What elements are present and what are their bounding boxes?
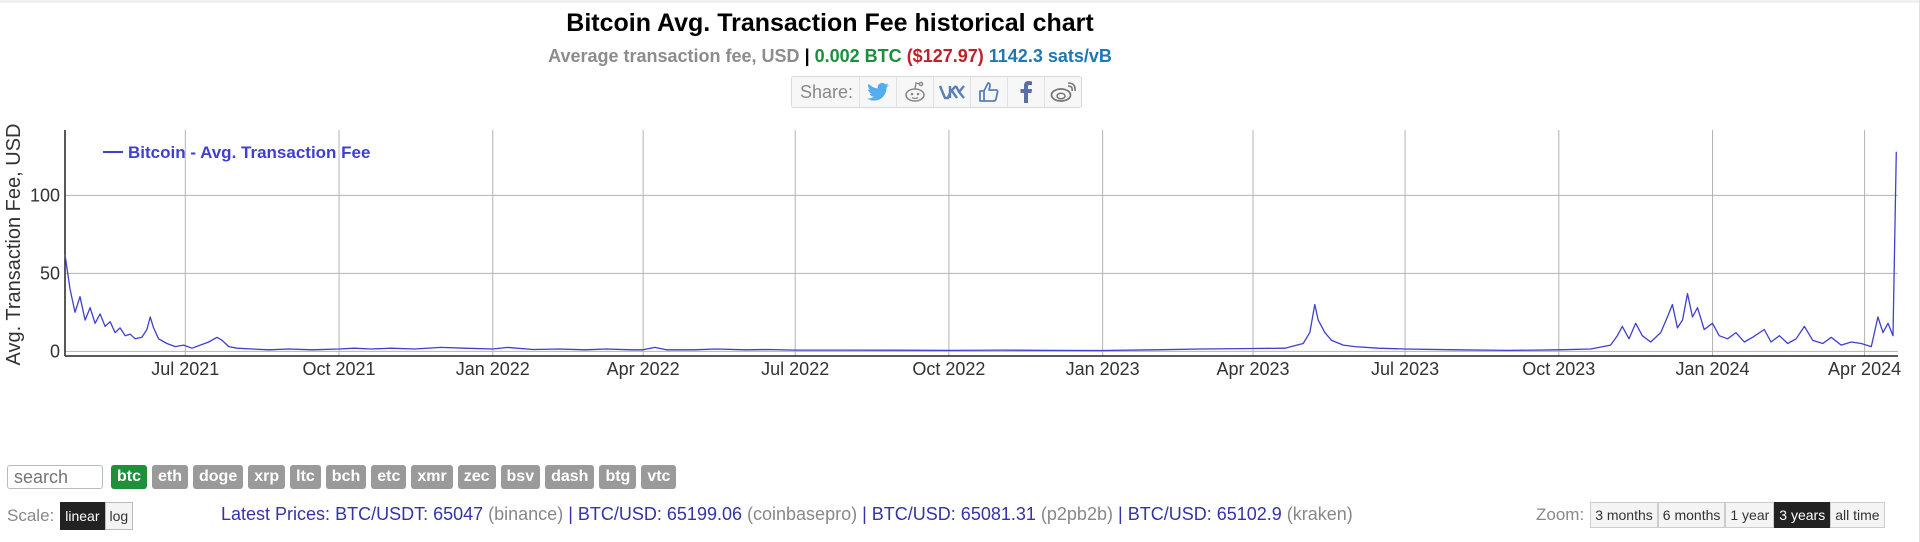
price-pair[interactable]: BTC/USD: 65199.06 [577, 504, 742, 524]
y-tick-label: 50 [40, 263, 60, 283]
zoom-6-months-button[interactable]: 6 months [1657, 502, 1726, 528]
facebook-icon[interactable] [1007, 77, 1044, 107]
fee-label: Average transaction fee, USD [548, 46, 800, 66]
like-icon[interactable] [970, 77, 1007, 107]
share-bar: Share: [791, 76, 1083, 108]
top-border [0, 0, 1920, 3]
page-title: Bitcoin Avg. Transaction Fee historical … [566, 9, 1094, 37]
price-separator: | [862, 504, 867, 524]
x-tick-label: Oct 2022 [912, 359, 985, 379]
coin-etc[interactable]: etc [371, 465, 407, 489]
fee-btc: 0.002 BTC [814, 46, 902, 66]
scale-label: Scale: [7, 506, 55, 525]
zoom-3-years-button[interactable]: 3 years [1774, 502, 1831, 528]
coin-btg[interactable]: btg [599, 465, 637, 489]
y-tick-label: 100 [30, 185, 60, 205]
coin-xmr[interactable]: xmr [411, 465, 453, 489]
share-label: Share: [800, 81, 854, 102]
series-line [64, 151, 1897, 352]
twitter-icon[interactable] [859, 77, 896, 107]
y-tick-label: 0 [50, 341, 60, 361]
price-exchange: (p2pb2b) [1040, 504, 1113, 524]
fee-usd: ($127.97) [906, 46, 984, 66]
page-subtitle: Average transaction fee, USD | 0.002 BTC… [0, 46, 1660, 67]
price-exchange: (binance) [488, 504, 564, 524]
zoom-control: Zoom: 3 months 6 months 1 year 3 years a… [1536, 502, 1885, 528]
price-pair[interactable]: BTC/USD: 65081.31 [871, 504, 1036, 524]
prices-label: Latest Prices: [221, 504, 331, 524]
x-tick-label: Apr 2023 [1216, 359, 1289, 379]
search-input[interactable] [7, 465, 103, 489]
coin-ltc[interactable]: ltc [290, 465, 321, 489]
x-tick-label: Jan 2023 [1066, 359, 1140, 379]
price-separator: | [1117, 504, 1123, 524]
zoom-label: Zoom: [1536, 505, 1585, 524]
x-tick-label: Oct 2021 [303, 359, 376, 379]
scale-log-button[interactable]: log [104, 502, 134, 530]
x-tick-label: Jan 2024 [1675, 359, 1749, 379]
fee-sats: 1142.3 sats/vB [988, 46, 1112, 66]
zoom-1-year-button[interactable]: 1 year [1725, 502, 1775, 528]
zoom-all-time-button[interactable]: all time [1830, 502, 1885, 528]
x-tick-label: Jul 2021 [151, 359, 219, 379]
coin-dash[interactable]: dash [545, 465, 595, 489]
scale-linear-button[interactable]: linear [60, 502, 105, 530]
subtitle-separator: | [804, 46, 810, 66]
price-exchange: (coinbasepro) [747, 504, 858, 524]
legend-label: Bitcoin - Avg. Transaction Fee [128, 143, 370, 162]
weibo-icon[interactable] [1044, 77, 1081, 107]
coin-zec[interactable]: zec [457, 465, 496, 489]
latest-prices: Latest Prices: BTC/USDT: 65047 (binance)… [221, 504, 1353, 525]
coin-vtc[interactable]: vtc [641, 465, 677, 489]
price-pair[interactable]: BTC/USDT: 65047 [335, 504, 484, 524]
reddit-icon[interactable] [896, 77, 933, 107]
coin-eth[interactable]: eth [152, 465, 188, 489]
x-tick-label: Oct 2023 [1522, 359, 1595, 379]
x-tick-label: Jan 2022 [456, 359, 530, 379]
x-tick-label: Jul 2023 [1371, 359, 1439, 379]
zoom-3-months-button[interactable]: 3 months [1590, 502, 1658, 528]
coin-selector: btc eth doge xrp ltc bch etc xmr zec bsv… [7, 465, 681, 489]
y-axis-label: Avg. Transaction Fee, USD [3, 124, 25, 366]
coin-btc[interactable]: btc [111, 465, 147, 489]
fee-chart: Jul 2021 Oct 2021 Jan 2022 Apr 2022 Jul 2022… [3, 124, 1901, 379]
vk-icon[interactable] [933, 77, 970, 107]
scale-control: Scale: linear log [7, 502, 134, 530]
x-tick-label: Apr 2022 [607, 359, 680, 379]
x-tick-label: Jul 2022 [761, 359, 829, 379]
coin-bsv[interactable]: bsv [500, 465, 541, 489]
coin-doge[interactable]: doge [193, 465, 244, 489]
price-pair[interactable]: BTC/USD: 65102.9 [1127, 504, 1282, 524]
price-exchange: (kraken) [1286, 504, 1353, 524]
x-tick-label: Apr 2024 [1828, 359, 1901, 379]
coin-xrp[interactable]: xrp [248, 465, 286, 489]
price-separator: | [568, 504, 573, 524]
coin-bch[interactable]: bch [325, 465, 367, 489]
